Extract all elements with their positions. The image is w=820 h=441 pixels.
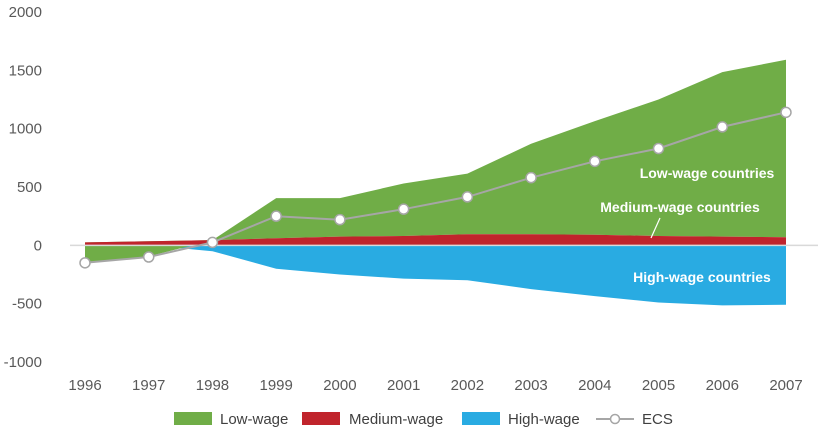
ecs-point xyxy=(525,171,537,184)
annotation-low-wage: Low-wage countries xyxy=(640,165,775,181)
ecs-point xyxy=(206,236,219,249)
legend-swatch-high-wage xyxy=(462,412,500,425)
x-tick-label: 2005 xyxy=(642,377,675,394)
ecs-point xyxy=(461,191,474,203)
legend-swatch-low-wage xyxy=(174,412,212,425)
x-tick-label: 2000 xyxy=(323,377,356,394)
annotation-medium-wage-leader xyxy=(650,217,661,239)
y-tick-label: -500 xyxy=(12,296,42,313)
y-tick-label: 0 xyxy=(34,237,42,254)
x-tick-label: 2007 xyxy=(769,377,802,394)
x-tick-label: 1999 xyxy=(259,377,292,394)
ecs-point xyxy=(334,213,346,226)
y-tick-label: 1000 xyxy=(9,121,42,138)
ecs-series xyxy=(79,106,792,269)
stacked-areas xyxy=(85,59,786,306)
x-tick-label: 1998 xyxy=(196,377,229,394)
y-tick-label: 500 xyxy=(17,179,42,196)
ecs-point xyxy=(79,257,91,269)
x-tick-label: 2001 xyxy=(387,377,420,394)
area-high-wage xyxy=(85,244,786,306)
ecs-point xyxy=(142,251,155,263)
x-axis-ticks: 1996 1997 1998 1999 2000 2001 2002 2003 2004 2005… xyxy=(68,377,802,394)
x-tick-label: 2006 xyxy=(706,377,739,394)
annotation-high-wage: High-wage countries xyxy=(633,269,771,285)
ecs-line xyxy=(84,111,787,264)
legend-marker-ecs xyxy=(609,413,621,425)
ecs-point xyxy=(589,155,601,168)
ecs-point xyxy=(780,106,792,119)
annotation-medium-wage: Medium-wage countries xyxy=(600,199,760,215)
area-medium-wage xyxy=(85,234,786,246)
area-low-wage xyxy=(85,59,786,264)
legend-label-medium-wage: Medium-wage xyxy=(349,411,443,428)
x-tick-label: 1996 xyxy=(68,377,101,394)
ecs-point xyxy=(716,121,729,133)
ecs-point xyxy=(397,203,410,215)
x-tick-label: 2003 xyxy=(514,377,547,394)
legend: Low-wage Medium-wage High-wage ECS xyxy=(174,411,673,428)
x-tick-label: 2002 xyxy=(451,377,484,394)
legend-label-low-wage: Low-wage xyxy=(220,411,288,428)
y-tick-label: 2000 xyxy=(9,4,42,21)
ecs-point xyxy=(652,142,665,155)
legend-label-ecs: ECS xyxy=(642,411,673,428)
ecs-point xyxy=(270,210,282,222)
y-axis-ticks: -1000 -500 0 500 1000 1500 2000 xyxy=(4,4,42,371)
y-tick-label: 1500 xyxy=(9,62,42,79)
area-labels: Low-wage countries Medium-wage countries… xyxy=(600,165,774,285)
legend-label-high-wage: High-wage xyxy=(508,411,580,428)
y-tick-label: -1000 xyxy=(4,354,42,371)
x-tick-label: 2004 xyxy=(578,377,611,394)
x-tick-label: 1997 xyxy=(132,377,165,394)
legend-swatch-medium-wage xyxy=(302,412,340,425)
